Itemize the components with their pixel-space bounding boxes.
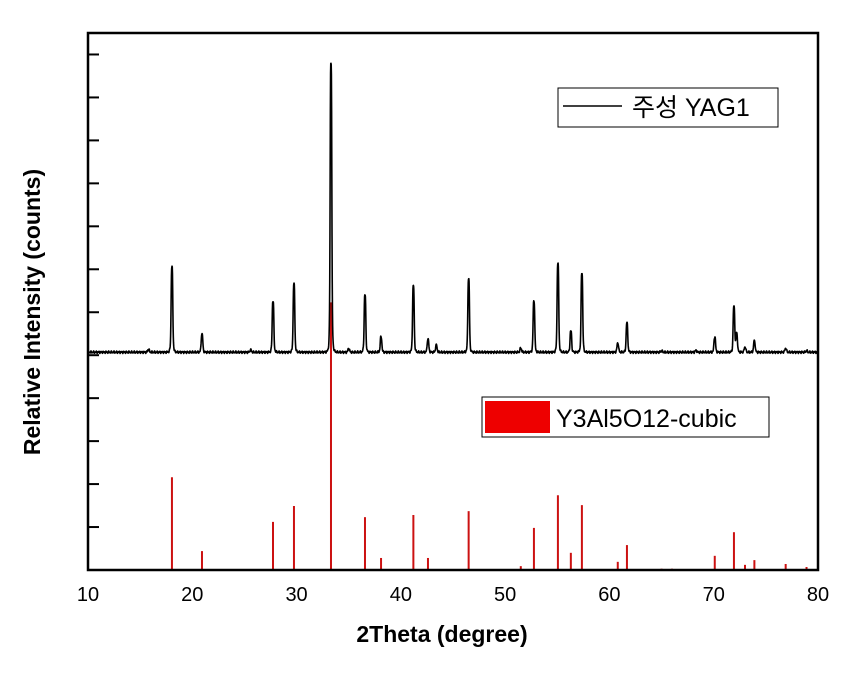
legend-red-swatch bbox=[485, 401, 550, 433]
x-tick-label: 40 bbox=[390, 584, 412, 606]
series-line-yag1 bbox=[87, 62, 819, 355]
y-ticks bbox=[88, 53, 99, 529]
x-tick-label: 60 bbox=[598, 584, 620, 606]
y-axis-label: Relative Intensity (counts) bbox=[19, 169, 45, 455]
legend-yag1: 주성 YAG1 bbox=[557, 87, 779, 128]
x-tick-label: 50 bbox=[494, 584, 516, 606]
plot-frame bbox=[86, 31, 820, 572]
x-tick-label: 80 bbox=[807, 584, 829, 606]
x-tick-label: 70 bbox=[703, 584, 725, 606]
legend-y3al5o12: Y3Al5O12-cubic bbox=[481, 396, 770, 438]
legend-label-y3al5o12: Y3Al5O12-cubic bbox=[556, 405, 737, 433]
legend-label-yag1: 주성 YAG1 bbox=[632, 94, 750, 122]
x-tick-label: 30 bbox=[285, 584, 307, 606]
legend-box bbox=[557, 87, 779, 128]
x-tick-labels: 10 20 30 40 50 60 70 80 bbox=[77, 584, 829, 606]
reference-sticks bbox=[170, 302, 808, 570]
x-axis-label: 2Theta (degree) bbox=[356, 621, 527, 647]
x-tick-label: 10 bbox=[77, 584, 99, 606]
x-tick-label: 20 bbox=[181, 584, 203, 606]
